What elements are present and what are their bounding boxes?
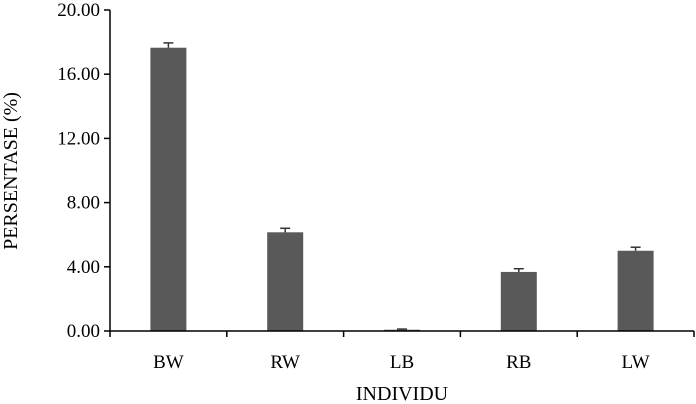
plot-area — [150, 42, 654, 331]
bar-lw — [617, 250, 654, 331]
x-tick-label: LB — [390, 352, 414, 373]
y-tick-label: 20.00 — [57, 0, 100, 21]
x-tick-label: RW — [270, 352, 300, 373]
y-axis-title: PERSENTASE (%) — [0, 92, 22, 250]
bar-rw — [267, 232, 304, 331]
x-tick-label: BW — [153, 352, 184, 373]
y-axis-ticks: 0.00 4.00 8.00 12.00 16.00 20.00 — [57, 0, 110, 342]
x-tick-label: LW — [622, 352, 650, 373]
y-tick-label: 12.00 — [57, 128, 100, 149]
x-axis-title: INDIVIDU — [356, 383, 449, 404]
y-tick-label: 4.00 — [67, 257, 100, 278]
bar-bw — [150, 47, 187, 331]
y-tick-label: 0.00 — [67, 321, 100, 342]
bar-rb — [500, 271, 537, 331]
x-tick-label: RB — [506, 352, 531, 373]
x-axis-ticks: BW RW LB RB LW — [109, 331, 695, 373]
y-tick-label: 8.00 — [67, 193, 100, 214]
y-tick-label: 16.00 — [57, 64, 100, 85]
